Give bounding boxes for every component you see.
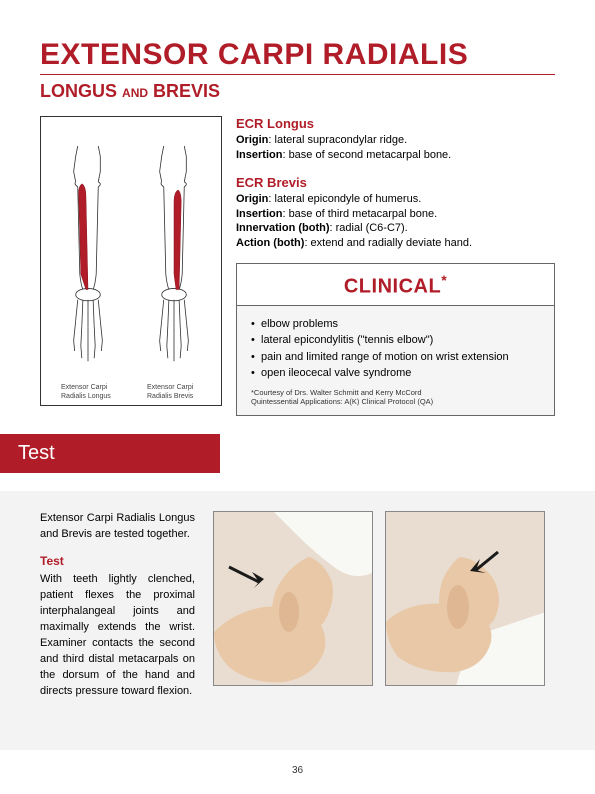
clinical-footnote: *Courtesy of Drs. Walter Schmitt and Ker… <box>251 388 540 408</box>
clinical-list: elbow problems lateral epicondylitis ("t… <box>251 316 540 382</box>
ecr-brevis-heading: ECR Brevis <box>236 175 555 190</box>
page-title: EXTENSOR CARPI RADIALIS <box>40 38 555 75</box>
clinical-box: CLINICAL* elbow problems lateral epicond… <box>236 263 555 416</box>
test-section-bar: Test <box>0 434 220 473</box>
clinical-item: open ileocecal valve syndrome <box>251 365 540 382</box>
anatomy-illustration-longus <box>47 127 129 380</box>
ecr-brevis-block: ECR Brevis Origin: lateral epicondyle of… <box>236 175 555 251</box>
test-photo-1 <box>213 511 373 686</box>
subtitle-and: AND <box>122 86 148 100</box>
ecr-both-action: Action (both): extend and radially devia… <box>236 236 555 251</box>
subtitle-part-b: BREVIS <box>153 81 220 101</box>
test-photo-2 <box>385 511 545 686</box>
ecr-both-innervation: Innervation (both): radial (C6-C7). <box>236 221 555 236</box>
page-number: 36 <box>0 765 595 776</box>
ecr-brevis-insertion: Insertion: base of third metacarpal bone… <box>236 207 555 222</box>
test-section: Extensor Carpi Radialis Longus and Brevi… <box>0 491 595 750</box>
clinical-item: pain and limited range of motion on wris… <box>251 349 540 366</box>
anatomy-caption-longus: Extensor Carpi Radialis Longus <box>47 384 129 401</box>
ecr-longus-heading: ECR Longus <box>236 116 555 131</box>
ecr-longus-origin: Origin: lateral supracondylar ridge. <box>236 133 555 148</box>
test-intro-text: Extensor Carpi Radialis Longus and Brevi… <box>40 511 195 543</box>
clinical-item: elbow problems <box>251 316 540 333</box>
anatomy-illustration-brevis <box>133 127 215 380</box>
ecr-brevis-origin: Origin: lateral epicondyle of humerus. <box>236 192 555 207</box>
clinical-heading: CLINICAL* <box>237 264 554 306</box>
page-subtitle: LONGUS AND BREVIS <box>40 81 555 102</box>
subtitle-part-a: LONGUS <box>40 81 117 101</box>
test-label: Test <box>40 553 195 570</box>
anatomy-caption-brevis: Extensor Carpi Radialis Brevis <box>133 384 215 401</box>
test-body-text: With teeth lightly clenched, patient fle… <box>40 572 195 700</box>
ecr-longus-block: ECR Longus Origin: lateral supracondylar… <box>236 116 555 163</box>
clinical-item: lateral epicondylitis ("tennis elbow") <box>251 332 540 349</box>
anatomy-diagram-box: Extensor Carpi Radialis Longus Extensor … <box>40 116 222 406</box>
ecr-longus-insertion: Insertion: base of second metacarpal bon… <box>236 148 555 163</box>
